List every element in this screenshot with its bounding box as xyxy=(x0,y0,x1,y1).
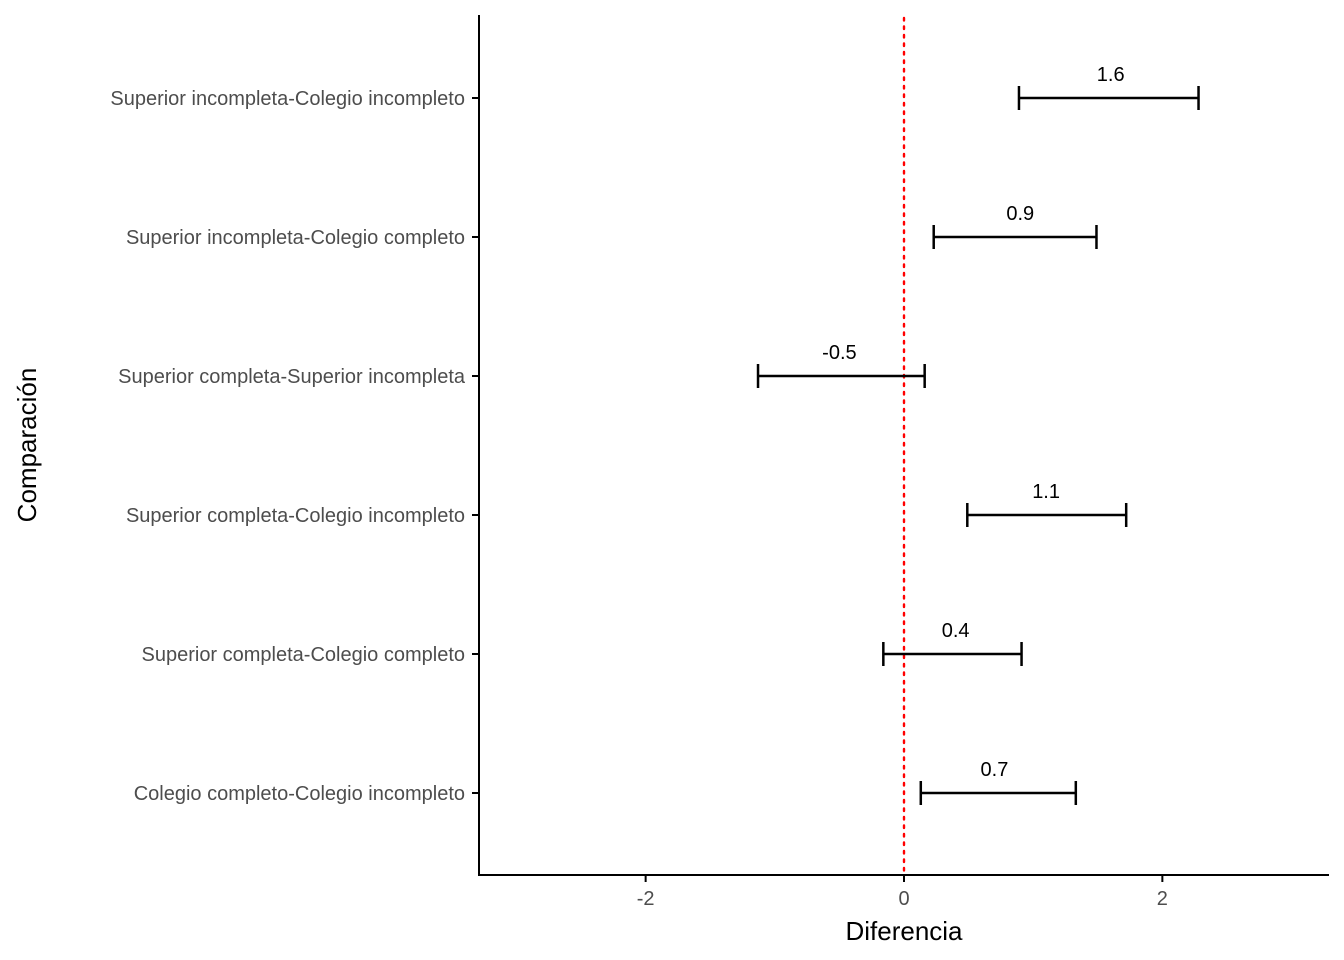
errorbar-1: 1.6 xyxy=(1017,64,1200,110)
y-tick-label: Superior completa-Colegio completo xyxy=(142,644,466,666)
estimate-label: 0.9 xyxy=(1006,203,1034,225)
errorbar-6: 0.7 xyxy=(919,759,1078,805)
plot-marks: 1.6 0.9 -0.5 1.1 0.4 0.7 xyxy=(756,16,1200,877)
x-axis-title: Diferencia xyxy=(845,916,963,946)
x-ticks: -2 0 2 xyxy=(637,875,1168,910)
estimate-label: 0.7 xyxy=(981,759,1009,781)
x-tick-label: -2 xyxy=(637,888,655,910)
y-tick-label: Colegio completo-Colegio incompleto xyxy=(134,783,465,805)
y-tick-label: Superior completa-Colegio incompleto xyxy=(126,505,465,527)
y-tick-label: Superior incompleta-Colegio completo xyxy=(126,227,465,249)
y-tick-label: Superior completa-Superior incompleta xyxy=(118,366,466,388)
estimate-label: -0.5 xyxy=(822,342,856,364)
y-axis-title: Comparación xyxy=(12,368,42,523)
estimate-label: 1.6 xyxy=(1097,64,1125,86)
errorbar-3: -0.5 xyxy=(756,342,926,388)
y-ticks: Superior incompleta-Colegio incompleto Su… xyxy=(110,88,479,805)
y-tick-label: Superior incompleta-Colegio incompleto xyxy=(110,88,465,110)
estimate-label: 0.4 xyxy=(942,620,970,642)
errorbar-2: 0.9 xyxy=(932,203,1098,249)
errorbar-4: 1.1 xyxy=(966,481,1128,527)
errorbar-5: 0.4 xyxy=(882,620,1023,666)
estimate-label: 1.1 xyxy=(1032,481,1060,503)
x-tick-label: 0 xyxy=(898,888,909,910)
x-tick-label: 2 xyxy=(1157,888,1168,910)
